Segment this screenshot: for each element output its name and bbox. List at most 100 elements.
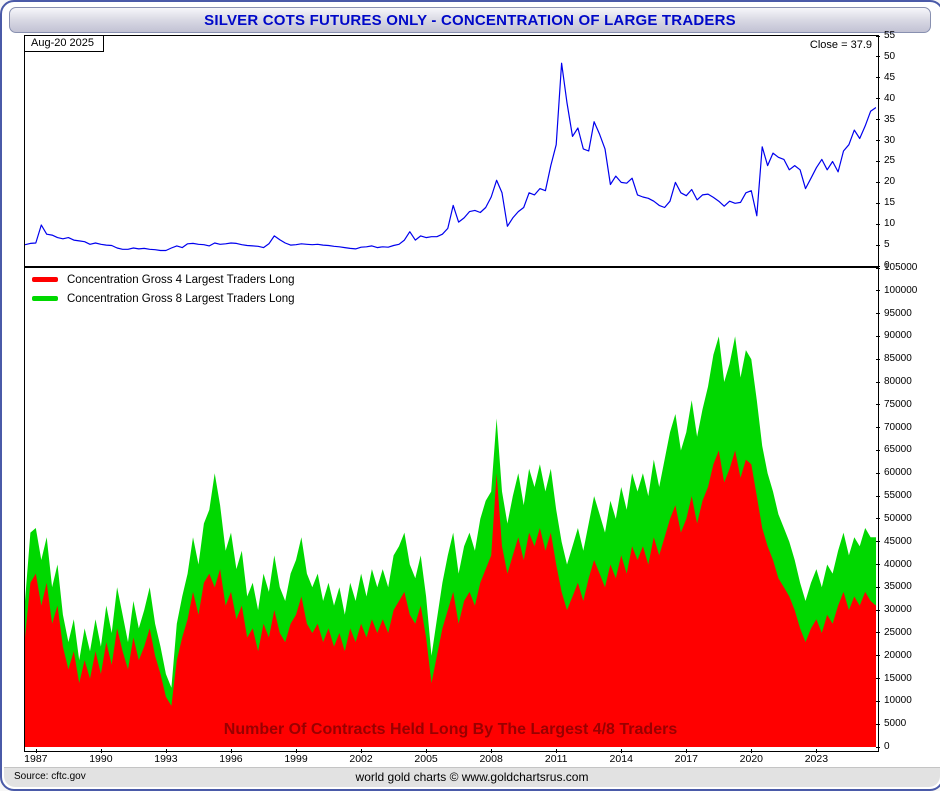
x-tick-mark xyxy=(361,749,363,753)
x-tick-label: 1990 xyxy=(89,753,113,765)
y-tick-label: 70000 xyxy=(884,421,912,433)
x-tick-label: 2017 xyxy=(674,753,698,765)
footer-bar: Source: cftc.gov world gold charts © www… xyxy=(4,767,940,787)
y-tick-mark xyxy=(876,723,880,725)
silver-price-line xyxy=(25,62,876,252)
y-tick-mark xyxy=(876,244,880,246)
page-title: SILVER COTS FUTURES ONLY - CONCENTRATION… xyxy=(204,11,736,29)
date-label: Aug-20 2025 xyxy=(24,35,104,52)
y-tick-label: 55000 xyxy=(884,490,912,502)
legend-label-8-largest: Concentration Gross 8 Largest Traders Lo… xyxy=(67,292,295,305)
y-tick-label: 5 xyxy=(884,239,890,251)
y-tick-mark xyxy=(876,678,880,680)
x-tick-label: 2008 xyxy=(479,753,503,765)
y-tick-mark xyxy=(876,700,880,702)
x-tick-mark xyxy=(621,749,623,753)
y-tick-label: 15 xyxy=(884,197,896,209)
y-tick-mark xyxy=(876,518,880,520)
y-tick-mark xyxy=(876,56,880,58)
y-tick-mark xyxy=(876,98,880,100)
y-tick-mark xyxy=(876,609,880,611)
y-tick-mark xyxy=(876,746,880,748)
y-tick-label: 40 xyxy=(884,92,896,104)
y-tick-label: 0 xyxy=(884,741,890,752)
x-tick-label: 1999 xyxy=(284,753,308,765)
concentration-area-chart xyxy=(25,336,876,747)
x-tick-mark xyxy=(296,749,298,753)
green-swatch-icon xyxy=(32,296,58,301)
y-tick-label: 45000 xyxy=(884,535,912,547)
y-tick-label: 75000 xyxy=(884,398,912,410)
x-axis: 1987 1990 1993 1996 1999 2002 2005 2008 2011 2014… xyxy=(24,749,876,765)
y-tick-label: 95000 xyxy=(884,307,912,319)
y-tick-label: 50 xyxy=(884,50,896,62)
y-tick-label: 35000 xyxy=(884,581,912,593)
legend-label-4-largest: Concentration Gross 4 Largest Traders Lo… xyxy=(67,273,295,286)
x-tick-label: 1993 xyxy=(154,753,178,765)
y-tick-label: 80000 xyxy=(884,376,912,388)
y-tick-mark xyxy=(876,335,880,337)
x-tick-mark xyxy=(751,749,753,753)
y-tick-mark xyxy=(876,655,880,657)
y-tick-mark xyxy=(876,586,880,588)
x-tick-label: 1987 xyxy=(24,753,48,765)
x-tick-label: 1996 xyxy=(219,753,243,765)
y-tick-label: 85000 xyxy=(884,353,912,365)
y-tick-mark xyxy=(876,140,880,142)
y-tick-mark xyxy=(876,472,880,474)
y-tick-mark xyxy=(876,449,880,451)
source-label: Source: cftc.gov xyxy=(14,771,86,782)
y-tick-label: 15000 xyxy=(884,672,912,684)
y-tick-label: 60000 xyxy=(884,467,912,479)
legend-item-8-largest: Concentration Gross 8 Largest Traders Lo… xyxy=(32,289,295,308)
x-tick-mark xyxy=(230,749,232,753)
x-tick-mark xyxy=(100,749,102,753)
x-tick-mark xyxy=(816,749,818,753)
credit-label: world gold charts © www.goldchartsrus.co… xyxy=(355,770,589,784)
y-tick-mark xyxy=(876,495,880,497)
y-tick-label: 105000 xyxy=(884,262,918,273)
x-tick-label: 2011 xyxy=(544,753,568,765)
y-tick-mark xyxy=(876,427,880,429)
y-tick-mark xyxy=(876,404,880,406)
y-tick-label: 10000 xyxy=(884,695,912,707)
x-tick-label: 2002 xyxy=(349,753,373,765)
y-tick-label: 90000 xyxy=(884,330,912,342)
y-tick-label: 50000 xyxy=(884,512,912,524)
y-tick-label: 10 xyxy=(884,218,896,230)
close-value-label: Close = 37.9 xyxy=(809,39,872,51)
y-tick-mark xyxy=(876,181,880,183)
y-tick-mark xyxy=(876,381,880,383)
y-tick-mark xyxy=(876,290,880,292)
y-tick-mark xyxy=(876,223,880,225)
x-tick-label: 2020 xyxy=(739,753,764,765)
price-y-axis: 0 5 10 15 20 25 30 35 40 45 50 55 xyxy=(876,30,920,271)
y-tick-mark xyxy=(876,541,880,543)
y-tick-label: 55 xyxy=(884,30,896,41)
y-tick-label: 40000 xyxy=(884,558,912,570)
y-tick-label: 100000 xyxy=(884,284,918,296)
x-tick-mark xyxy=(426,749,428,753)
y-tick-mark xyxy=(876,119,880,121)
y-tick-label: 45 xyxy=(884,71,896,83)
y-tick-label: 65000 xyxy=(884,444,912,456)
legend: Concentration Gross 4 Largest Traders Lo… xyxy=(32,270,295,308)
price-panel xyxy=(24,35,879,269)
y-tick-label: 20 xyxy=(884,176,896,188)
x-tick-mark xyxy=(35,749,37,753)
y-tick-label: 25000 xyxy=(884,626,912,638)
y-tick-label: 5000 xyxy=(884,718,907,730)
y-tick-label: 30000 xyxy=(884,604,912,616)
y-tick-mark xyxy=(876,160,880,162)
y-tick-mark xyxy=(876,202,880,204)
silver-price-chart xyxy=(25,62,876,252)
y-tick-label: 25 xyxy=(884,155,896,167)
legend-item-4-largest: Concentration Gross 4 Largest Traders Lo… xyxy=(32,270,295,289)
red-swatch-icon xyxy=(32,277,58,282)
y-tick-mark xyxy=(876,358,880,360)
y-tick-mark xyxy=(876,632,880,634)
y-tick-mark xyxy=(876,564,880,566)
x-tick-label: 2014 xyxy=(609,753,633,765)
title-bar: SILVER COTS FUTURES ONLY - CONCENTRATION… xyxy=(9,7,931,33)
